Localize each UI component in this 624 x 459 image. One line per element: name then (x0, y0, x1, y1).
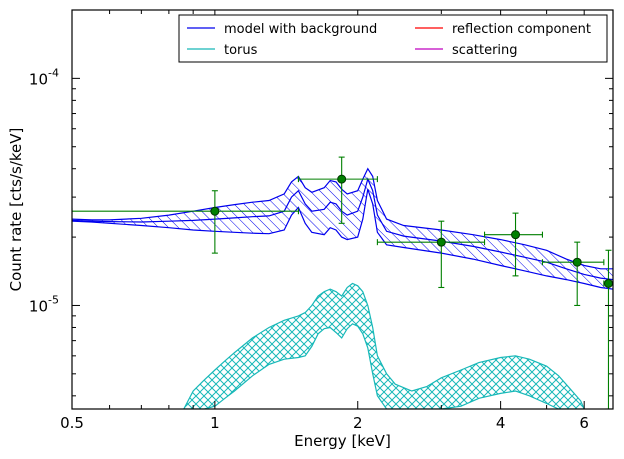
x-tick-label: 0.5 (60, 414, 84, 432)
y-axis-title: Count rate [cts/s/keV] (7, 128, 25, 292)
torus-upper-line (183, 282, 585, 409)
data-marker (337, 174, 347, 184)
x-tick-label: 4 (496, 414, 506, 432)
y-tick-label: 10 (29, 297, 48, 315)
legend: model with background torus reflection com… (178, 14, 608, 63)
data-marker (572, 257, 582, 267)
data-marker (511, 230, 521, 240)
legend-label-scattering: scattering (452, 43, 518, 58)
data-point-5 (541, 241, 605, 307)
model-with-background-upper-line (72, 167, 613, 270)
x-tick-label: 1 (210, 414, 220, 432)
legend-label-model-with-background: model with background (224, 22, 377, 37)
x-axis-title: Energy [keV] (294, 432, 391, 450)
y-tick-exponent: -4 (48, 66, 59, 79)
x-tick-label: 6 (579, 414, 589, 432)
legend-label-reflection-component: reflection component (452, 22, 591, 37)
legend-box (178, 14, 608, 63)
plot-frame (71, 9, 614, 410)
model-with-background-band-fill (72, 168, 613, 290)
data-marker (210, 206, 220, 216)
data-marker (603, 278, 613, 288)
torus-band-fill (183, 283, 585, 409)
data-point-1 (72, 190, 299, 254)
legend-label-torus: torus (224, 43, 258, 58)
model-with-background-model-line (72, 177, 613, 281)
model-with-background-lower-line (72, 189, 613, 290)
data-point-4 (483, 212, 543, 277)
data-marker (436, 237, 446, 247)
data-point-2 (297, 156, 378, 224)
data-point-6 (603, 249, 613, 409)
y-tick-exponent: -5 (48, 293, 59, 306)
x-tick-label: 2 (353, 414, 363, 432)
torus-lower-line (183, 323, 585, 409)
data-point-3 (376, 220, 486, 289)
y-tick-label: 10 (29, 70, 48, 88)
